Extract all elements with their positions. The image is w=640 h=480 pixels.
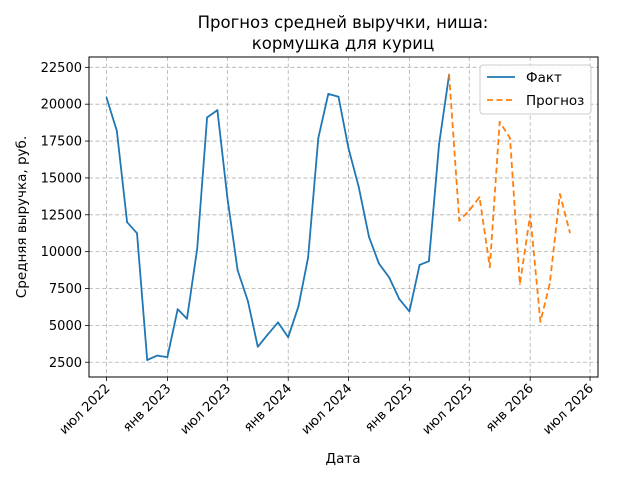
legend-label-1: Факт bbox=[526, 70, 562, 86]
y-tick-label: 20000 bbox=[41, 98, 82, 113]
data-point bbox=[226, 196, 229, 198]
data-point bbox=[146, 359, 149, 361]
data-point bbox=[518, 283, 521, 285]
data-point bbox=[478, 196, 481, 198]
y-tick-label: 22500 bbox=[41, 61, 82, 76]
data-point bbox=[126, 221, 128, 224]
chart-title-line-2: кормушка для куриц bbox=[252, 34, 434, 53]
data-point bbox=[186, 317, 188, 320]
data-point bbox=[509, 137, 511, 140]
data-point bbox=[115, 129, 118, 132]
data-point bbox=[176, 308, 179, 311]
chart-title-line-1: Прогноз средней выручки, ниша: bbox=[198, 13, 489, 32]
data-point bbox=[347, 147, 350, 150]
data-point bbox=[468, 209, 471, 212]
data-point bbox=[196, 247, 199, 250]
y-tick-label: 5000 bbox=[49, 319, 82, 334]
data-point bbox=[297, 305, 300, 308]
data-point bbox=[427, 260, 430, 263]
data-point bbox=[277, 321, 279, 324]
data-point bbox=[206, 116, 209, 119]
data-point bbox=[236, 269, 239, 271]
data-point bbox=[267, 333, 269, 336]
data-point bbox=[317, 137, 320, 140]
plot-area-frame bbox=[88, 56, 599, 378]
data-point bbox=[327, 92, 330, 95]
data-point bbox=[408, 310, 411, 313]
y-tick-label: 7500 bbox=[49, 282, 82, 297]
data-point bbox=[529, 213, 532, 216]
data-point bbox=[568, 231, 571, 234]
data-point bbox=[388, 276, 391, 279]
data-point bbox=[458, 219, 461, 222]
data-point bbox=[216, 109, 219, 111]
data-point bbox=[539, 320, 542, 323]
data-point bbox=[378, 262, 380, 265]
data-point bbox=[548, 283, 551, 285]
grid bbox=[89, 57, 598, 377]
data-point bbox=[256, 345, 259, 348]
data-point bbox=[418, 264, 421, 266]
data-point bbox=[398, 297, 400, 300]
data-point bbox=[287, 336, 290, 339]
data-point bbox=[368, 236, 370, 238]
y-axis-label: Средняя выручка, руб. bbox=[14, 136, 30, 298]
y-tick-label: 15000 bbox=[41, 171, 82, 186]
data-point bbox=[498, 120, 501, 123]
data-point bbox=[136, 232, 138, 235]
data-point bbox=[438, 143, 441, 145]
y-tick-label: 10000 bbox=[41, 245, 82, 260]
data-point bbox=[307, 256, 309, 259]
x-axis-label: Дата bbox=[326, 451, 361, 467]
data-point bbox=[337, 95, 340, 98]
data-point bbox=[246, 300, 249, 302]
data-point bbox=[166, 356, 169, 358]
data-point bbox=[105, 96, 108, 99]
y-tick-label: 2500 bbox=[49, 356, 82, 371]
y-tick-label: 17500 bbox=[41, 135, 82, 150]
data-point bbox=[357, 185, 360, 188]
data-point bbox=[559, 193, 561, 196]
y-tick-label: 12500 bbox=[41, 208, 82, 223]
data-point bbox=[488, 266, 491, 269]
series-layer bbox=[105, 73, 571, 361]
data-point bbox=[448, 73, 450, 76]
legend-label-2: Прогноз bbox=[526, 93, 584, 109]
data-point bbox=[156, 354, 159, 357]
legend: Факт Прогноз bbox=[479, 64, 592, 115]
